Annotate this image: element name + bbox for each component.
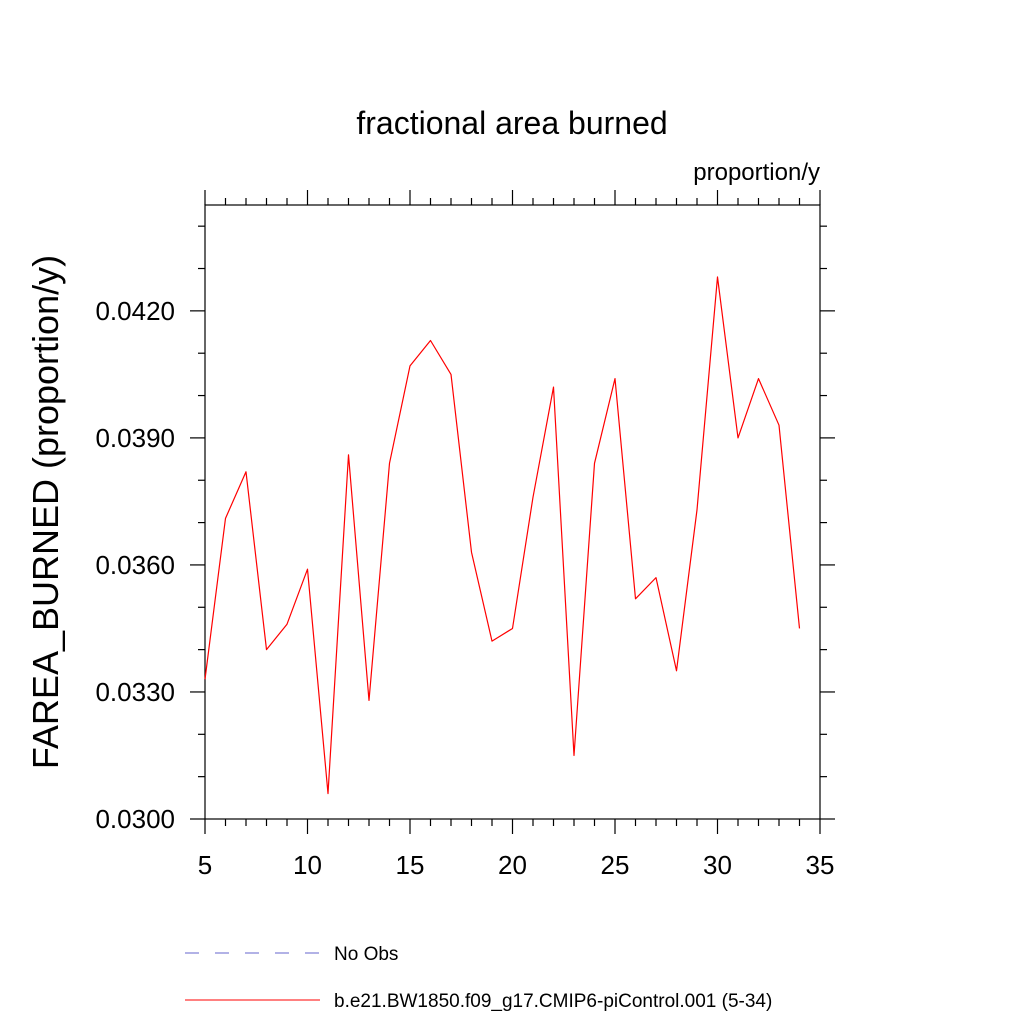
data-point [737,436,740,439]
legend-label: No Obs [334,944,398,965]
data-point [511,627,514,630]
data-point [614,377,617,380]
data-point [552,386,555,389]
data-point [265,648,268,651]
x-tick-label: 25 [601,850,630,880]
data-point [716,275,719,278]
x-tick-label: 10 [293,850,322,880]
x-tick-label: 5 [198,850,212,880]
x-tick-label: 15 [396,850,425,880]
y-tick-label: 0.0330 [95,677,175,707]
data-point [675,669,678,672]
chart-title: fractional area burned [356,105,667,141]
data-point [224,517,227,520]
data-point [798,627,801,630]
data-point [778,424,781,427]
y-tick-label: 0.0360 [95,550,175,580]
data-point [655,576,658,579]
data-point [470,551,473,554]
plot-frame [204,204,821,820]
y-axis-label: FAREA_BURNED (proportion/y) [25,255,66,769]
legend: No Obs b.e21.BW1850.f09_g17.CMIP6-piContr… [185,944,772,1012]
data-point [429,339,432,342]
data-point [409,364,412,367]
legend-label: b.e21.BW1850.f09_g17.CMIP6-piControl.001… [334,991,772,1012]
data-point [245,470,248,473]
axis-ticks [190,190,835,834]
series-line [204,276,801,795]
x-tick-label: 35 [806,850,835,880]
data-point [573,754,576,757]
data-point [491,640,494,643]
data-series [204,275,801,795]
data-point [450,373,453,376]
y-tick-label: 0.0300 [95,804,175,834]
data-point [757,377,760,380]
data-point [204,678,207,681]
y-tick-label: 0.0390 [95,423,175,453]
x-tick-label: 20 [498,850,527,880]
data-point [286,623,289,626]
tick-labels: 5 10 15 20 25 30 35 0.0300 0.0330 0.0360 0.0390 0.0… [95,296,834,880]
x-tick-label: 30 [703,850,732,880]
data-point [634,597,637,600]
data-point [532,496,535,499]
data-point [388,462,391,465]
data-point [347,453,350,456]
units-label: proportion/y [693,159,820,186]
data-point [696,508,699,511]
data-point [593,462,596,465]
y-tick-label: 0.0420 [95,296,175,326]
data-point [368,699,371,702]
data-point [306,568,309,571]
data-point [327,792,330,795]
